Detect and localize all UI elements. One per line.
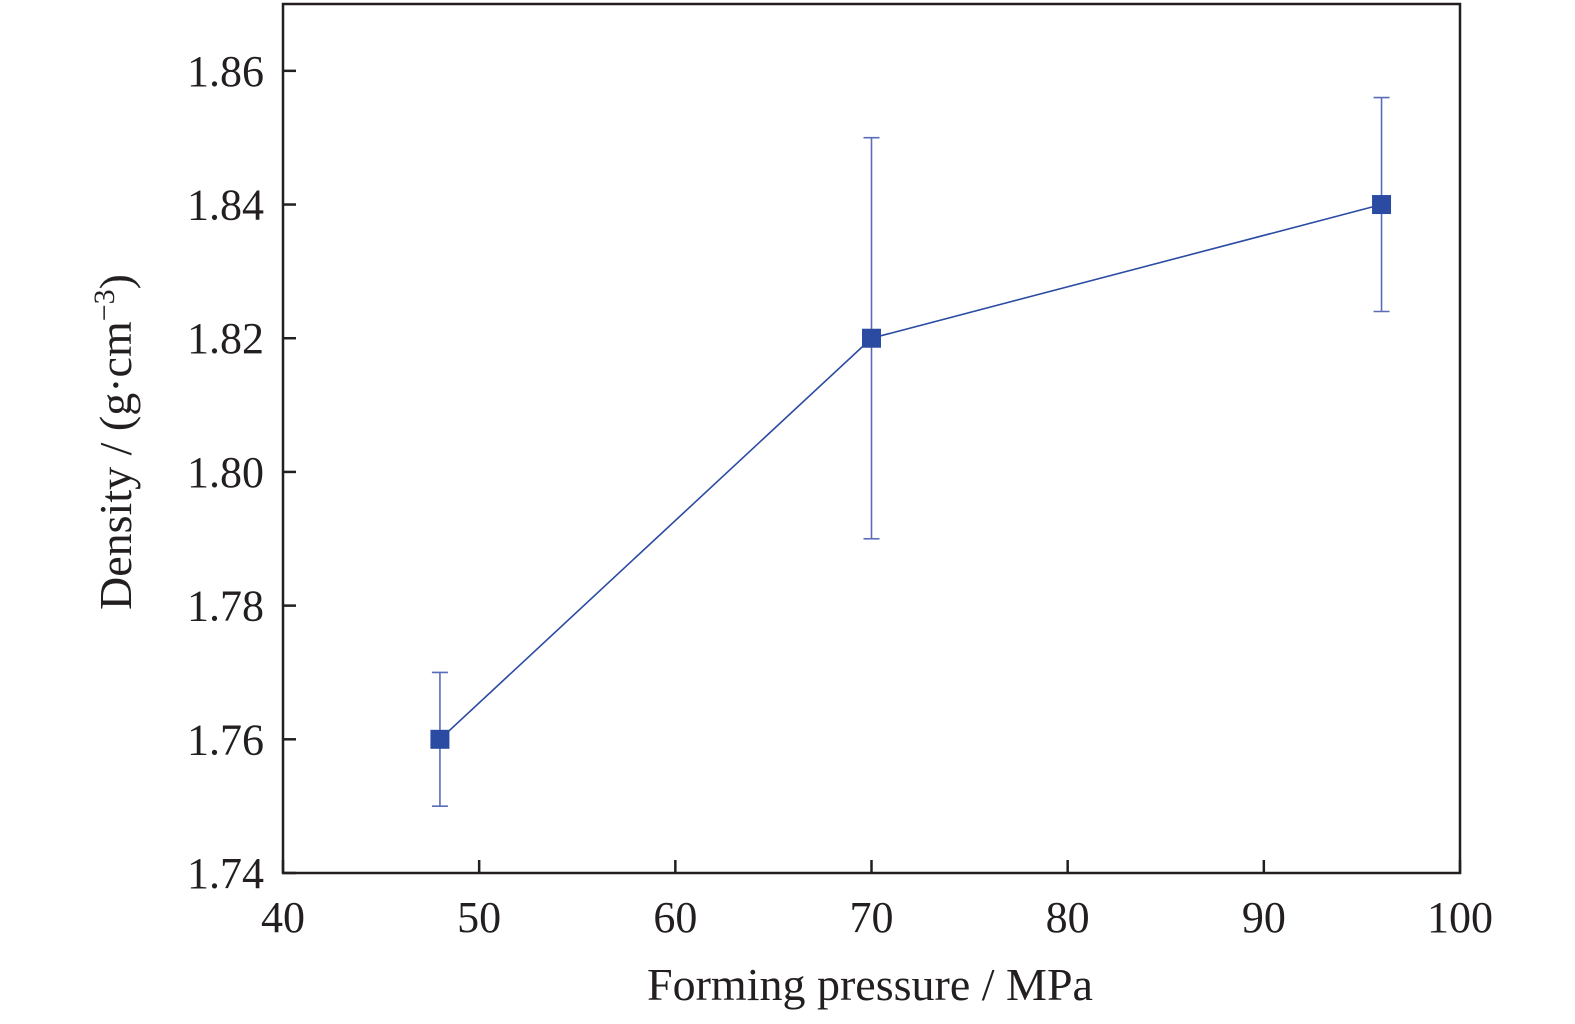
- series-line: [439, 203, 1382, 740]
- data-point-marker: [430, 729, 450, 749]
- y-axis-title-close: ): [90, 274, 141, 289]
- x-tick-label: 40: [261, 893, 305, 942]
- y-tick-label: 1.74: [187, 849, 264, 898]
- y-tick-label: 1.86: [187, 47, 264, 96]
- x-tick-label: 60: [653, 893, 697, 942]
- x-axis-title: Forming pressure / MPa: [647, 959, 1093, 1010]
- y-tick-label: 1.78: [187, 582, 264, 631]
- y-axis-ticks: 1.74 1.76 1.78 1.80 1.82 1.84 1.86: [187, 47, 296, 898]
- y-axis-title-superscript: −3: [88, 289, 121, 321]
- y-axis-title-main: Density / (g·cm: [90, 321, 141, 610]
- y-axis-title: Density / (g·cm−3): [88, 274, 141, 610]
- series-layer: [430, 96, 1392, 807]
- y-tick-label: 1.84: [187, 181, 264, 230]
- y-tick-label: 1.80: [187, 448, 264, 497]
- x-tick-label: 70: [850, 893, 894, 942]
- x-axis-ticks: 40 50 60 70 80 90 100: [261, 860, 1493, 942]
- x-tick-label: 50: [457, 893, 501, 942]
- x-tick-label: 80: [1046, 893, 1090, 942]
- y-tick-label: 1.76: [187, 715, 264, 764]
- data-point-marker: [1372, 195, 1392, 215]
- x-tick-label: 90: [1242, 893, 1286, 942]
- y-tick-label: 1.82: [187, 314, 264, 363]
- data-point-marker: [862, 328, 881, 348]
- x-tick-label: 100: [1427, 893, 1493, 942]
